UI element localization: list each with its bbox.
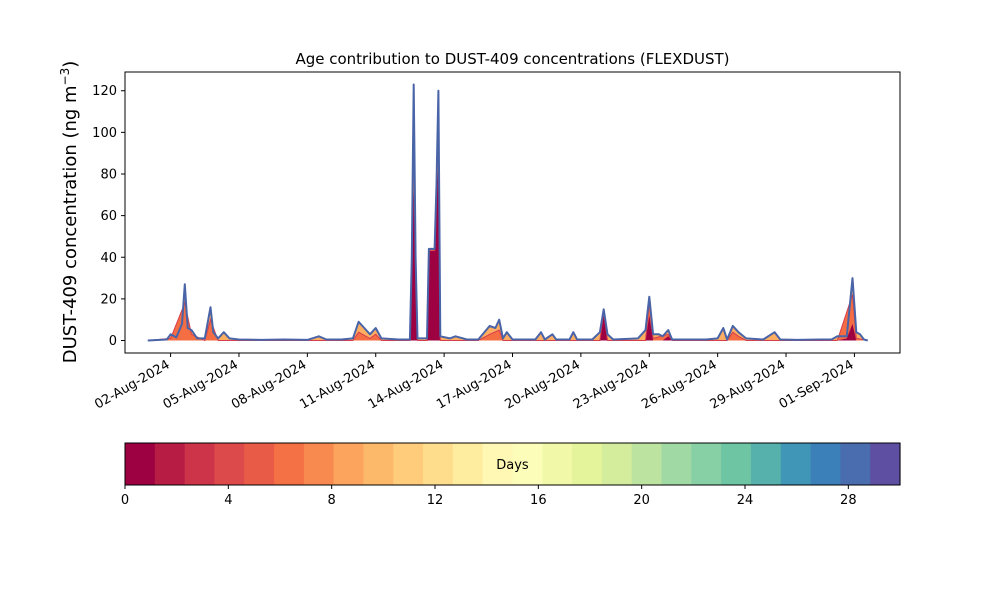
colorbar-swatch bbox=[572, 443, 603, 485]
axes-frame bbox=[124, 71, 901, 354]
y-tick-label: 80 bbox=[100, 167, 117, 182]
age-area-1-5-days bbox=[147, 101, 868, 341]
colorbar-frame bbox=[124, 442, 901, 486]
colorbar-swatch bbox=[840, 443, 871, 485]
colorbar-swatch bbox=[363, 443, 394, 485]
x-tick-label: 23-Aug-2024 bbox=[571, 357, 651, 412]
colorbar-swatch bbox=[691, 443, 722, 485]
colorbar-swatch bbox=[661, 443, 692, 485]
age-line-1-5-days bbox=[147, 101, 868, 342]
colorbar-swatch bbox=[631, 443, 663, 485]
x-tick-label: 05-Aug-2024 bbox=[161, 357, 241, 412]
colorbar: Days 0 4 8 12 16 20 24 28 bbox=[121, 442, 901, 508]
colorbar-swatch bbox=[750, 443, 782, 485]
x-tick-label: 14-Aug-2024 bbox=[366, 357, 446, 412]
chart-title: Age contribution to DUST-409 concentrati… bbox=[295, 50, 729, 68]
colorbar-swatch bbox=[601, 443, 633, 485]
colorbar-tick-label: 0 bbox=[121, 493, 129, 508]
y-axis-label-text: DUST-409 concentration (ng m bbox=[60, 85, 81, 363]
colorbar-swatch bbox=[154, 443, 186, 485]
y-tick-label: 0 bbox=[109, 334, 117, 349]
colorbar-label: Days bbox=[496, 458, 529, 473]
y-axis-label-close: ) bbox=[60, 61, 81, 68]
x-tick-label: 08-Aug-2024 bbox=[229, 357, 309, 412]
age-area-0-1-days bbox=[147, 163, 868, 341]
colorbar-swatch bbox=[274, 443, 305, 485]
colorbar-tick-label: 12 bbox=[427, 493, 444, 508]
colorbar-swatch bbox=[721, 443, 752, 485]
colorbar-swatch bbox=[244, 443, 275, 485]
total-concentration-line bbox=[147, 83, 868, 342]
y-tick-label: 100 bbox=[92, 126, 117, 141]
y-tick-label: 20 bbox=[100, 292, 117, 307]
x-tick-label: 02-Aug-2024 bbox=[92, 357, 172, 412]
x-tick-label: 20-Aug-2024 bbox=[503, 357, 583, 412]
colorbar-swatch bbox=[214, 443, 245, 485]
x-tick-label: 26-Aug-2024 bbox=[639, 357, 719, 412]
x-tick-label: 29-Aug-2024 bbox=[708, 357, 788, 412]
x-tick-label: 17-Aug-2024 bbox=[434, 357, 514, 412]
y-axis-label: DUST-409 concentration (ng m−3) bbox=[58, 61, 81, 364]
colorbar-swatch bbox=[303, 443, 335, 485]
x-tick-label: 01-Sep-2024 bbox=[777, 357, 857, 412]
colorbar-swatch bbox=[393, 443, 424, 485]
colorbar-swatch bbox=[184, 443, 216, 485]
colorbar-tick-label: 20 bbox=[633, 493, 650, 508]
colorbar-swatch bbox=[125, 443, 156, 485]
colorbar-swatch bbox=[482, 443, 514, 485]
colorbar-swatch bbox=[810, 443, 841, 485]
colorbar-swatch bbox=[780, 443, 812, 485]
colorbar-swatch bbox=[452, 443, 484, 485]
y-axis-label-exponent: −3 bbox=[58, 68, 72, 86]
colorbar-tick-label: 4 bbox=[224, 493, 232, 508]
colorbar-tick-label: 16 bbox=[530, 493, 547, 508]
colorbar-swatch bbox=[542, 443, 573, 485]
y-tick-label: 40 bbox=[100, 251, 117, 266]
plot-area: 0 20 40 60 80 100 120 02-Aug-202405-Aug-202408-… bbox=[92, 71, 901, 413]
age-area-older bbox=[147, 84, 868, 341]
colorbar-tick-label: 8 bbox=[328, 493, 336, 508]
colorbar-swatch bbox=[423, 443, 454, 485]
colorbar-swatch bbox=[870, 443, 901, 485]
colorbar-tick-label: 24 bbox=[737, 493, 754, 508]
colorbar-swatch bbox=[512, 443, 543, 485]
y-tick-label: 120 bbox=[92, 84, 117, 99]
y-tick-label: 60 bbox=[100, 209, 117, 224]
colorbar-tick-label: 28 bbox=[840, 493, 857, 508]
colorbar-swatch bbox=[333, 443, 365, 485]
x-tick-label: 11-Aug-2024 bbox=[297, 357, 377, 412]
